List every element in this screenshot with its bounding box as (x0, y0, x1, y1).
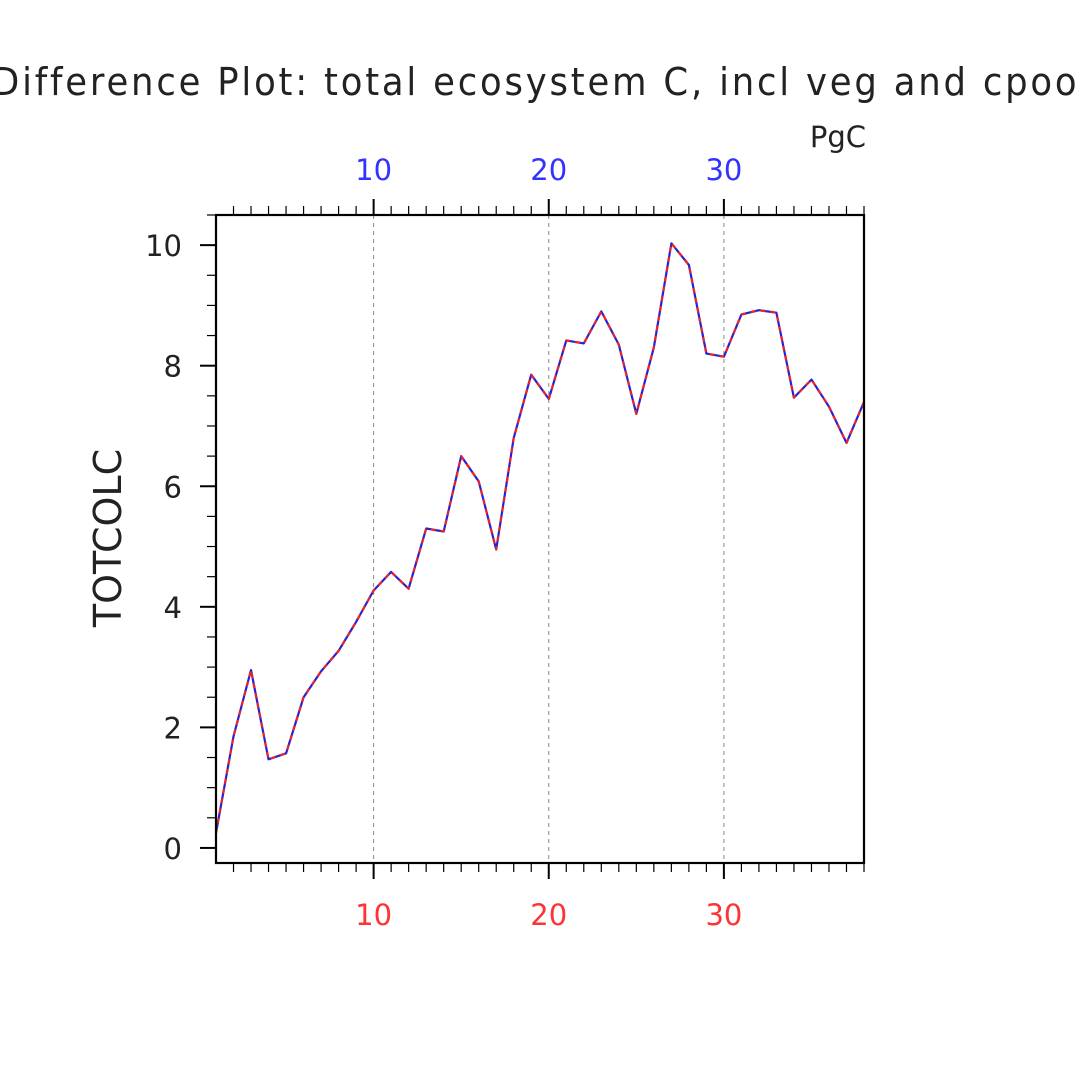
series-line (214, 242, 866, 834)
axis-ticks (200, 199, 865, 879)
units-label: PgC (810, 120, 866, 154)
x-tick-label-bottom: 10 (355, 898, 392, 932)
tick-labels: 10 10 20 20 30 30 0 2 4 6 8 10 (145, 153, 742, 932)
x-tick-label-top: 10 (355, 153, 392, 187)
y-tick-label: 6 (164, 470, 182, 504)
y-tick-label: 4 (164, 591, 182, 625)
plot-frame (214, 213, 866, 865)
y-tick-label: 2 (164, 711, 182, 745)
y-tick-label: 10 (145, 229, 182, 263)
x-tick-label-top: 30 (705, 153, 742, 187)
y-tick-label: 0 (164, 832, 182, 866)
x-tick-label-bottom: 30 (705, 898, 742, 932)
grid-lines (373, 215, 725, 863)
series-line-dashed (214, 242, 866, 834)
y-axis-label: TOTCOLC (86, 449, 130, 628)
y-tick-label: 8 (164, 350, 182, 384)
data-series (214, 242, 866, 834)
x-tick-label-top: 20 (530, 153, 567, 187)
x-tick-label-bottom: 20 (530, 898, 567, 932)
chart-title: Difference Plot: total ecosystem C, incl… (0, 60, 1080, 104)
